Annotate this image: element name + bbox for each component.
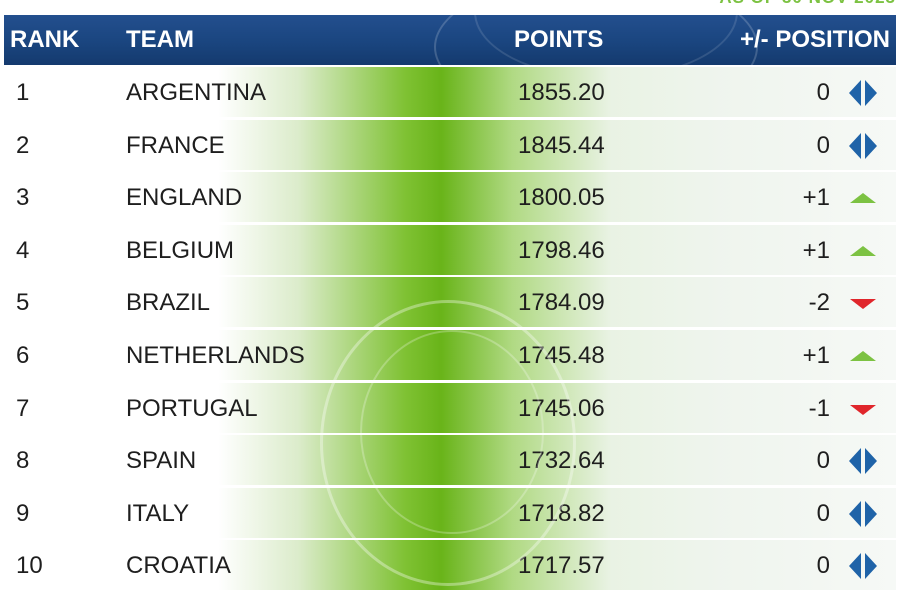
table-row: 7 PORTUGAL 1745.06 -1 — [4, 382, 896, 433]
position-change-cell: 0 — [816, 79, 830, 106]
position-change-cell: +1 — [802, 341, 830, 369]
points-cell: 1745.06 — [518, 394, 605, 422]
column-header-rank: RANK — [10, 26, 80, 53]
points-cell: 1745.48 — [518, 341, 605, 369]
rank-cell: 7 — [16, 394, 30, 422]
position-change-cell: -1 — [808, 394, 830, 422]
table-row: 10 CROATIA 1717.57 0 — [4, 540, 896, 591]
rank-cell: 1 — [16, 79, 30, 106]
rankings-table-body: 1 ARGENTINA 1855.20 0 2 FRANCE 1845.44 0 3 ENGLAN… — [4, 67, 896, 593]
points-cell: 1784.09 — [518, 289, 605, 317]
team-cell: PORTUGAL — [126, 394, 258, 422]
trend-down-icon — [850, 404, 876, 415]
points-cell: 1800.05 — [518, 184, 605, 212]
team-cell: BRAZIL — [126, 289, 211, 317]
position-change-cell: 0 — [816, 499, 830, 527]
position-change-cell: 0 — [816, 552, 830, 580]
position-change-cell: +1 — [802, 184, 830, 212]
table-row: 5 BRAZIL 1784.09 -2 — [4, 277, 896, 328]
rank-cell: 6 — [16, 341, 30, 369]
points-cell: 1732.64 — [518, 447, 605, 475]
column-header-position: +/- POSITION — [739, 26, 890, 53]
table-row: 1 ARGENTINA 1855.20 0 — [4, 67, 896, 117]
position-change-cell: -2 — [808, 289, 830, 317]
team-cell: CROATIA — [126, 552, 231, 580]
trend-up-icon — [850, 193, 876, 204]
trend-up-icon — [850, 245, 876, 256]
rank-cell: 3 — [16, 184, 30, 212]
table-row: 3 ENGLAND 1800.05 +1 — [4, 172, 896, 223]
points-cell: 1855.20 — [518, 79, 605, 106]
table-row: 6 NETHERLANDS 1745.48 +1 — [4, 329, 896, 380]
as-of-date: AS OF 30 NOV 2023 — [719, 0, 896, 8]
team-cell: BELGIUM — [126, 236, 235, 264]
position-change-cell: +1 — [802, 236, 830, 264]
team-cell: SPAIN — [126, 447, 197, 475]
no-change-icon — [849, 132, 877, 159]
table-row: 9 ITALY 1718.82 0 — [4, 487, 896, 538]
trend-up-icon — [850, 350, 876, 361]
table-row: 2 FRANCE 1845.44 0 — [4, 119, 896, 170]
team-cell: ENGLAND — [126, 184, 243, 212]
trend-down-icon — [850, 299, 876, 310]
table-row: 4 BELGIUM 1798.46 +1 — [4, 224, 896, 275]
no-change-icon — [849, 448, 877, 475]
rank-cell: 9 — [16, 499, 30, 527]
position-change-cell: 0 — [816, 131, 830, 159]
rank-cell: 4 — [16, 236, 30, 264]
column-header-points: POINTS — [514, 26, 604, 53]
rank-cell: 8 — [16, 447, 30, 475]
table-row: 8 SPAIN 1732.64 0 — [4, 435, 896, 486]
rank-cell: 2 — [16, 131, 30, 159]
team-cell: ITALY — [126, 499, 190, 527]
points-cell: 1798.46 — [518, 236, 605, 264]
position-change-cell: 0 — [816, 447, 830, 475]
team-cell: FRANCE — [126, 131, 225, 159]
table-header: RANK TEAM POINTS +/- POSITION — [4, 15, 896, 65]
no-change-icon — [849, 553, 877, 580]
header-swoosh-decoration — [434, 15, 758, 65]
team-cell: NETHERLANDS — [126, 341, 305, 369]
no-change-icon — [849, 80, 877, 106]
column-header-team: TEAM — [126, 26, 194, 53]
points-cell: 1845.44 — [518, 131, 605, 159]
points-cell: 1718.82 — [518, 499, 605, 527]
team-cell: ARGENTINA — [126, 79, 267, 106]
points-cell: 1717.57 — [518, 552, 605, 580]
rank-cell: 5 — [16, 289, 30, 317]
rank-cell: 10 — [16, 552, 43, 580]
no-change-icon — [849, 500, 877, 527]
